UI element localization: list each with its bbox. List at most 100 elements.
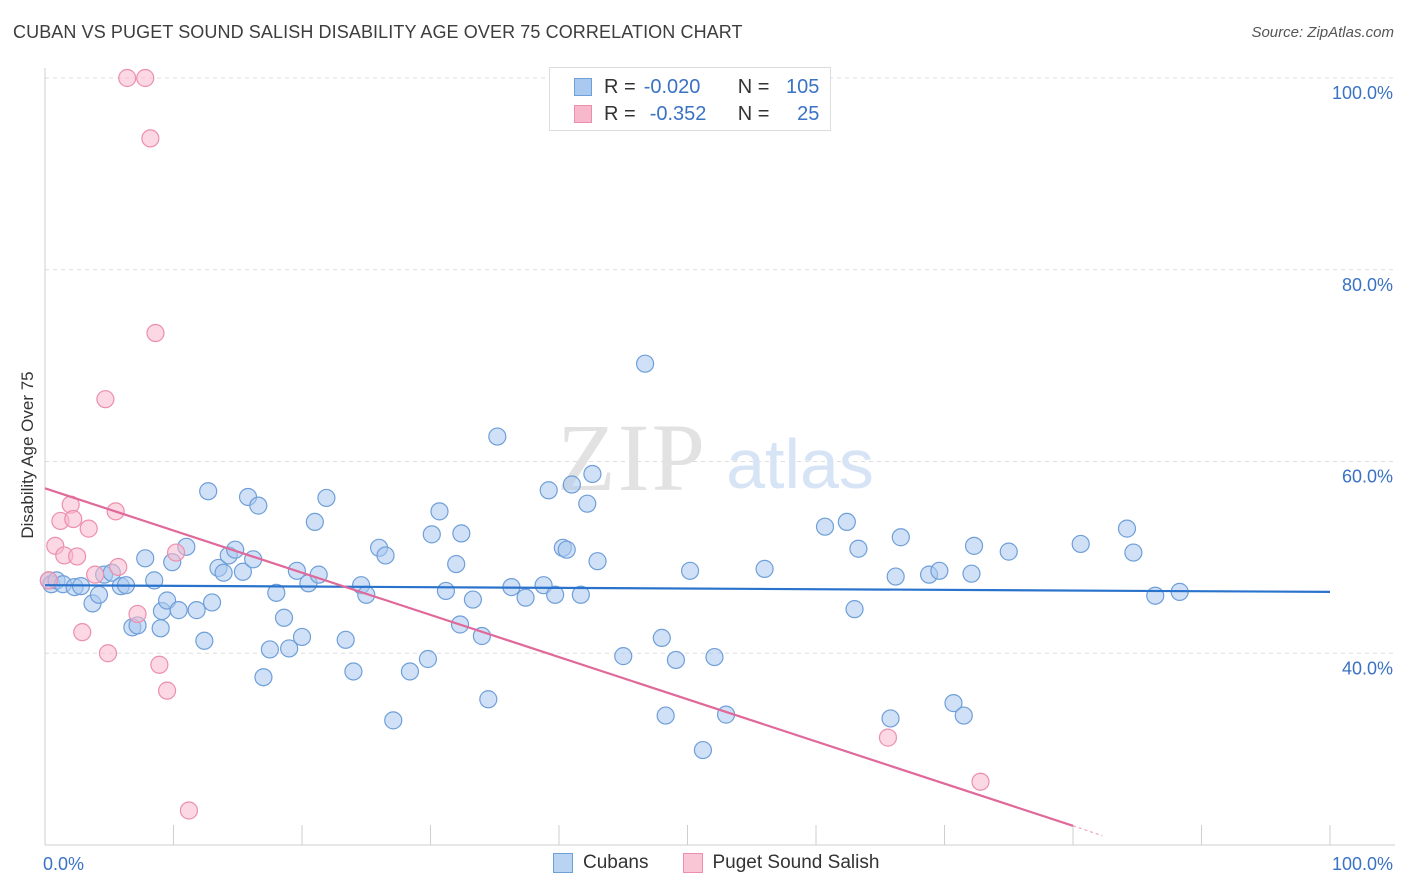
cubans-point — [666, 650, 686, 670]
salish-point — [96, 390, 115, 409]
watermark: ZIP atlas — [557, 404, 874, 511]
salish-point — [128, 604, 147, 624]
salish-point — [73, 623, 92, 642]
cubans-point — [249, 496, 268, 515]
cubans-point — [463, 590, 483, 609]
cubans-point — [962, 564, 981, 583]
cubans-point — [1071, 534, 1090, 554]
cubans-point — [214, 563, 233, 582]
cubans-point — [1117, 519, 1137, 538]
legend-item-cubans[interactable]: Cubans — [553, 852, 649, 874]
cubans-point — [954, 706, 973, 725]
cubans-point — [999, 542, 1018, 561]
cubans-point — [588, 552, 607, 571]
salish-point — [64, 509, 83, 529]
cubans-point — [89, 585, 109, 604]
y-tick-label: 100.0% — [1332, 83, 1393, 103]
salish-point — [141, 129, 160, 148]
cubans-point — [944, 694, 963, 713]
legend-n-value: 105 — [786, 75, 820, 98]
legend-n-value: 25 — [797, 102, 820, 125]
watermark-atlas: atlas — [726, 425, 874, 503]
cubans-point — [260, 640, 279, 659]
cubans-point — [376, 546, 395, 565]
legend-n-label: N = — [737, 102, 770, 125]
legend-swatch-cubans — [574, 78, 592, 96]
cubans-point — [418, 649, 438, 669]
salish-point — [39, 571, 58, 590]
salish-trend-extension — [1072, 825, 1103, 837]
y-tick-label: 40.0% — [1342, 658, 1393, 678]
y-axis-label: Disability Age Over 75 — [18, 371, 37, 539]
cubans-point — [1124, 543, 1143, 562]
salish-point — [157, 681, 177, 700]
salish-point — [878, 728, 898, 747]
salish-point — [98, 644, 118, 663]
legend-r-value: -0.352 — [649, 102, 707, 125]
source-credit: Source: ZipAtlas.com — [1251, 24, 1394, 41]
cubans-point — [886, 567, 905, 586]
legend-row-salish: R = -0.352 N = 25 — [574, 101, 819, 127]
salish-point — [971, 772, 990, 791]
cubans-point — [479, 690, 498, 709]
tick-labels: 40.0% 60.0% 80.0% 100.0% 0.0% 100.0% — [43, 83, 1393, 874]
legend-r-value: -0.020 — [643, 75, 701, 98]
salish-point — [68, 547, 87, 566]
cubans-point — [705, 647, 724, 667]
legend-item-salish[interactable]: Puget Sound Salish — [682, 852, 880, 874]
cubans-point — [837, 512, 856, 532]
cubans-point — [546, 585, 565, 604]
cubans-point — [1146, 586, 1165, 605]
cubans-point — [845, 600, 864, 619]
cubans-point — [578, 494, 597, 513]
cubans-point — [344, 662, 363, 681]
cubans-point — [680, 561, 700, 580]
cubans-point — [422, 525, 441, 544]
legend-r-label: R = — [604, 102, 636, 125]
cubans-point — [755, 559, 774, 578]
cubans-point — [384, 711, 403, 730]
legend-r-label: R = — [604, 75, 636, 98]
cubans-point — [930, 561, 949, 580]
salish-point — [86, 565, 105, 584]
cubans-point — [317, 488, 336, 508]
cubans-point — [136, 549, 155, 568]
legend-label-cubans: Cubans — [583, 852, 649, 873]
cubans-point — [202, 593, 222, 612]
cubans-point — [656, 706, 675, 725]
cubans-point — [472, 626, 491, 646]
legend-row-cubans: R = -0.020 N = 105 — [574, 74, 819, 100]
cubans-point — [233, 562, 252, 581]
cubans-point — [614, 647, 633, 666]
legend-label-salish: Puget Sound Salish — [712, 852, 880, 873]
x-tick-label: 0.0% — [43, 854, 84, 874]
cubans-point — [430, 502, 449, 521]
cubans-point — [652, 628, 671, 648]
cubans-point — [400, 662, 420, 681]
legend-swatch-salish — [574, 105, 592, 123]
trend-layer — [44, 487, 1331, 837]
cubans-point — [336, 630, 355, 649]
y-tick-label: 80.0% — [1342, 275, 1393, 295]
cubans-point — [539, 481, 558, 500]
cubans-point — [881, 709, 900, 728]
salish-point — [146, 323, 165, 343]
cubans-point — [436, 581, 456, 601]
legend-swatch-cubans — [553, 853, 573, 873]
cubans-point — [274, 608, 294, 627]
cubans-point — [583, 464, 602, 484]
cubans-point — [305, 512, 324, 532]
cubans-point — [452, 524, 471, 543]
cubans-point — [254, 668, 273, 687]
cubans-point — [635, 354, 655, 373]
legend-n-label: N = — [737, 75, 770, 98]
cubans-point — [557, 540, 576, 559]
x-tick-label: 100.0% — [1332, 854, 1393, 874]
salish-trend-line — [44, 487, 1074, 827]
cubans-point — [195, 631, 214, 650]
cubans-point — [516, 588, 535, 607]
cubans-point — [292, 627, 312, 647]
cubans-point — [693, 740, 713, 760]
series-legend: Cubans Puget Sound Salish — [553, 852, 913, 874]
salish-point — [79, 519, 98, 538]
